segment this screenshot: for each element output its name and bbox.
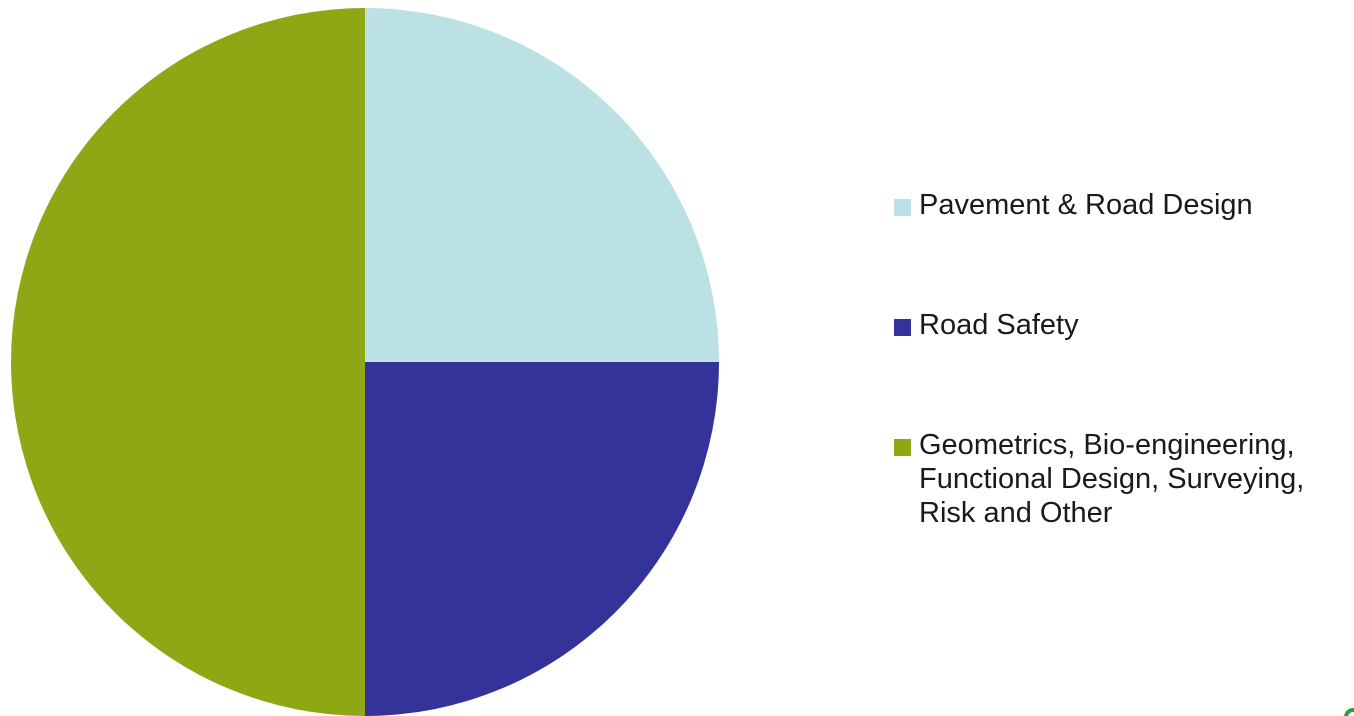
legend-label-geometrics: Geometrics, Bio-engineering, Functional … (919, 429, 1305, 529)
pie-slice-geometrics (11, 8, 365, 716)
legend-item-road-safety: Road Safety (894, 308, 1334, 342)
corner-mark-icon (1344, 708, 1354, 716)
legend-label-pavement: Pavement & Road Design (919, 189, 1253, 221)
legend-swatch-pavement (894, 199, 911, 216)
legend-swatch-road-safety (894, 319, 911, 336)
legend-item-pavement: Pavement & Road Design (894, 188, 1334, 222)
legend-item-geometrics: Geometrics, Bio-engineering, Functional … (894, 428, 1334, 530)
pie-slice-road-safety (365, 362, 719, 716)
chart-legend: Pavement & Road Design Road Safety Geome… (894, 188, 1334, 530)
legend-swatch-geometrics (894, 439, 911, 456)
pie-slice-pavement (365, 8, 719, 362)
legend-label-road-safety: Road Safety (919, 309, 1079, 341)
